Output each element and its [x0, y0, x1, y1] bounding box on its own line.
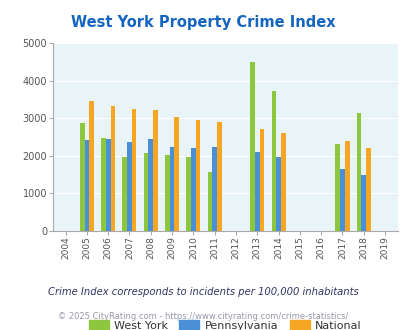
Bar — [84, 140, 89, 231]
Text: © 2025 CityRating.com - https://www.cityrating.com/crime-statistics/: © 2025 CityRating.com - https://www.city… — [58, 312, 347, 321]
Bar — [186, 157, 191, 231]
Bar — [110, 106, 115, 231]
Bar — [335, 144, 339, 231]
Bar — [174, 116, 179, 231]
Bar — [143, 153, 148, 231]
Bar — [106, 139, 110, 231]
Bar — [339, 169, 344, 231]
Bar — [80, 123, 84, 231]
Bar — [195, 120, 200, 231]
Bar — [360, 175, 365, 231]
Bar — [132, 109, 136, 231]
Bar — [191, 148, 195, 231]
Bar — [148, 139, 153, 231]
Bar — [254, 152, 259, 231]
Text: Crime Index corresponds to incidents per 100,000 inhabitants: Crime Index corresponds to incidents per… — [47, 287, 358, 297]
Bar — [249, 62, 254, 231]
Bar — [207, 172, 212, 231]
Text: West York Property Crime Index: West York Property Crime Index — [70, 15, 335, 30]
Bar — [365, 148, 370, 231]
Legend: West York, Pennsylvania, National: West York, Pennsylvania, National — [84, 315, 365, 330]
Bar — [122, 157, 127, 231]
Bar — [153, 110, 158, 231]
Bar — [212, 147, 217, 231]
Bar — [280, 133, 285, 231]
Bar — [259, 129, 264, 231]
Bar — [165, 155, 169, 231]
Bar — [356, 113, 360, 231]
Bar — [89, 101, 94, 231]
Bar — [271, 91, 275, 231]
Bar — [217, 121, 221, 231]
Bar — [275, 157, 280, 231]
Bar — [169, 147, 174, 231]
Bar — [344, 142, 349, 231]
Bar — [127, 142, 132, 231]
Bar — [101, 138, 106, 231]
